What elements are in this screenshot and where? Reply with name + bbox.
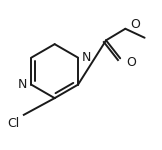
Text: N: N	[18, 78, 27, 91]
Text: O: O	[130, 18, 140, 31]
Text: O: O	[126, 56, 136, 69]
Text: Cl: Cl	[7, 117, 20, 130]
Text: N: N	[82, 51, 91, 63]
